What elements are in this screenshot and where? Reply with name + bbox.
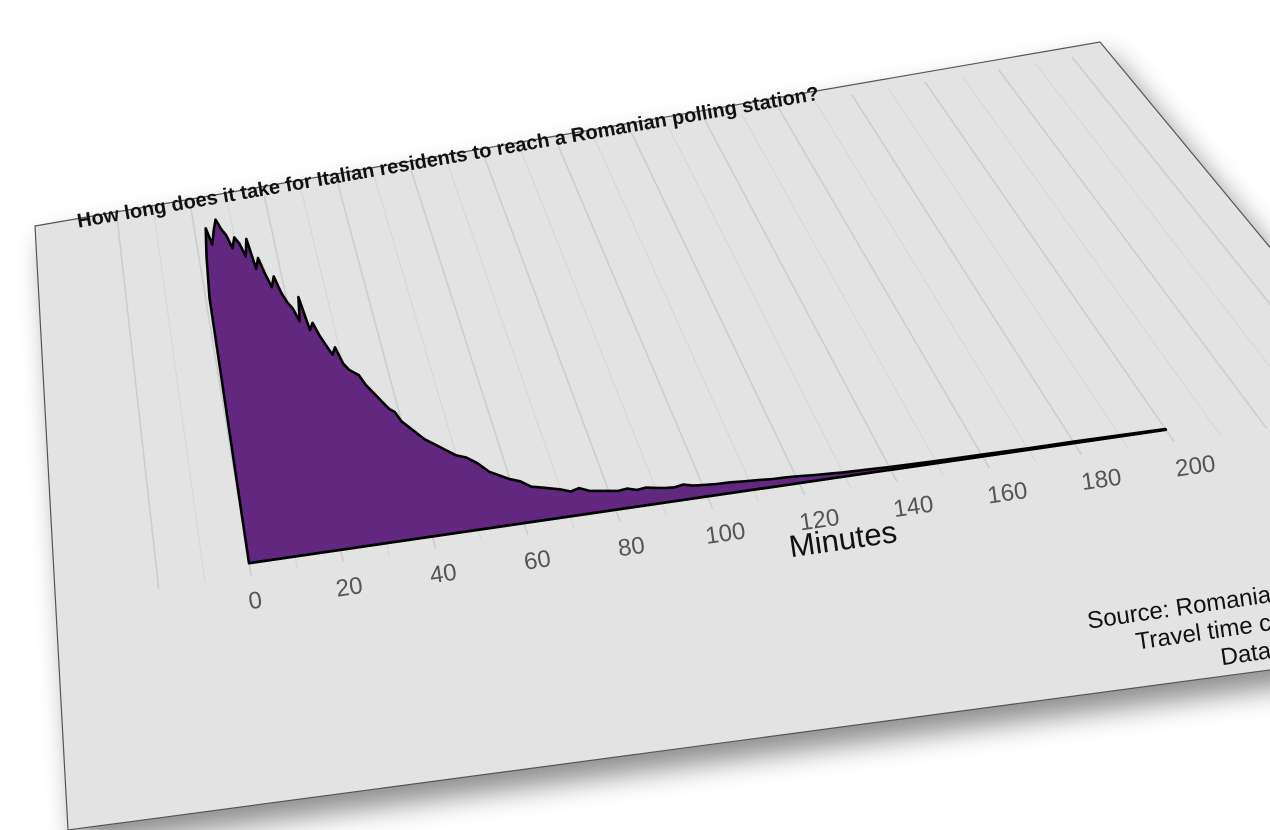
x-tick-labels: 0 20 40 60 80 100 120 140 160 180 200: [247, 450, 1217, 615]
x-tick-label: 100: [704, 517, 748, 549]
major-gridline: [851, 94, 1083, 456]
major-gridline: [924, 81, 1175, 442]
x-tick-label: 60: [522, 545, 552, 576]
minor-gridline: [887, 88, 1129, 449]
plot-area: [204, 218, 1168, 565]
x-tick-label: 200: [1174, 450, 1218, 482]
minor-gridline: [447, 164, 575, 529]
minor-gridline: [520, 151, 667, 516]
minor-gridline: [153, 214, 206, 582]
major-gridline: [557, 144, 714, 509]
minor-gridline: [814, 100, 1037, 462]
minor-gridline: [961, 75, 1221, 436]
x-tick-label: 20: [334, 572, 364, 603]
x-tick-label: 120: [798, 504, 842, 536]
major-gridline: [704, 119, 898, 482]
density-area: [204, 218, 1168, 565]
chart-panel: [34, 41, 1270, 830]
x-tick-label: 140: [892, 491, 936, 523]
source-line: Data: [1219, 637, 1270, 671]
major-gridline: [777, 106, 991, 469]
x-tick-label: 40: [428, 559, 458, 590]
major-gridline: [1071, 56, 1270, 306]
minor-gridline: [741, 113, 944, 476]
minor-gridline: [667, 126, 852, 489]
x-axis-baseline: [248, 428, 1167, 565]
x-tick-label: 160: [986, 477, 1030, 509]
gridlines: [116, 56, 1270, 589]
major-gridline: [997, 69, 1268, 429]
x-tick-label: 80: [616, 532, 646, 563]
x-tick-label: 0: [247, 587, 264, 616]
major-gridline: [116, 220, 160, 589]
major-gridline: [483, 157, 621, 522]
minor-gridline: [1034, 62, 1270, 368]
minor-gridline: [594, 138, 760, 502]
x-tick-label: 180: [1080, 464, 1124, 496]
major-gridline: [410, 170, 529, 536]
major-gridline: [630, 132, 806, 496]
